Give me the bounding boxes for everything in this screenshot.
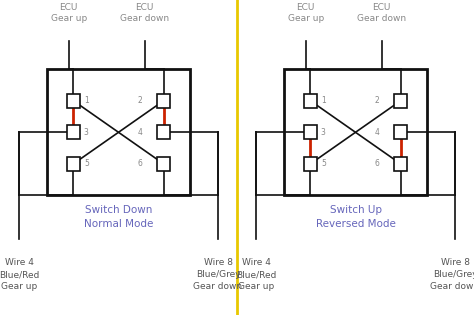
Text: ECU
Gear up: ECU Gear up — [51, 3, 87, 23]
Text: ECU
Gear up: ECU Gear up — [288, 3, 324, 23]
Text: Wire 8
Blue/Grey
Gear down: Wire 8 Blue/Grey Gear down — [430, 258, 474, 291]
Bar — [157, 157, 170, 171]
Bar — [47, 69, 190, 195]
Text: 3: 3 — [321, 128, 326, 137]
Bar — [394, 125, 407, 139]
Bar — [67, 157, 80, 171]
Text: 4: 4 — [137, 128, 142, 137]
Text: Wire 4
Blue/Red
Gear up: Wire 4 Blue/Red Gear up — [236, 258, 276, 291]
Bar — [394, 157, 407, 171]
Text: 5: 5 — [321, 159, 326, 168]
Text: Switch Down
Normal Mode: Switch Down Normal Mode — [84, 205, 153, 229]
Bar — [284, 69, 427, 195]
Text: 3: 3 — [84, 128, 89, 137]
Bar — [304, 94, 317, 108]
Bar — [157, 94, 170, 108]
Bar — [304, 157, 317, 171]
Text: Wire 8
Blue/Grey
Gear down: Wire 8 Blue/Grey Gear down — [193, 258, 243, 291]
Text: 1: 1 — [84, 96, 89, 105]
Bar — [394, 94, 407, 108]
Text: ECU
Gear down: ECU Gear down — [120, 3, 169, 23]
Bar — [67, 125, 80, 139]
Text: ECU
Gear down: ECU Gear down — [357, 3, 406, 23]
Bar — [67, 94, 80, 108]
Text: 2: 2 — [137, 96, 142, 105]
Bar — [157, 125, 170, 139]
Bar — [304, 125, 317, 139]
Text: 6: 6 — [374, 159, 379, 168]
Text: 1: 1 — [321, 96, 326, 105]
Text: Wire 4
Blue/Red
Gear up: Wire 4 Blue/Red Gear up — [0, 258, 39, 291]
Text: 6: 6 — [137, 159, 142, 168]
Text: 2: 2 — [374, 96, 379, 105]
Text: 5: 5 — [84, 159, 89, 168]
Text: 4: 4 — [374, 128, 379, 137]
Text: Switch Up
Reversed Mode: Switch Up Reversed Mode — [316, 205, 395, 229]
